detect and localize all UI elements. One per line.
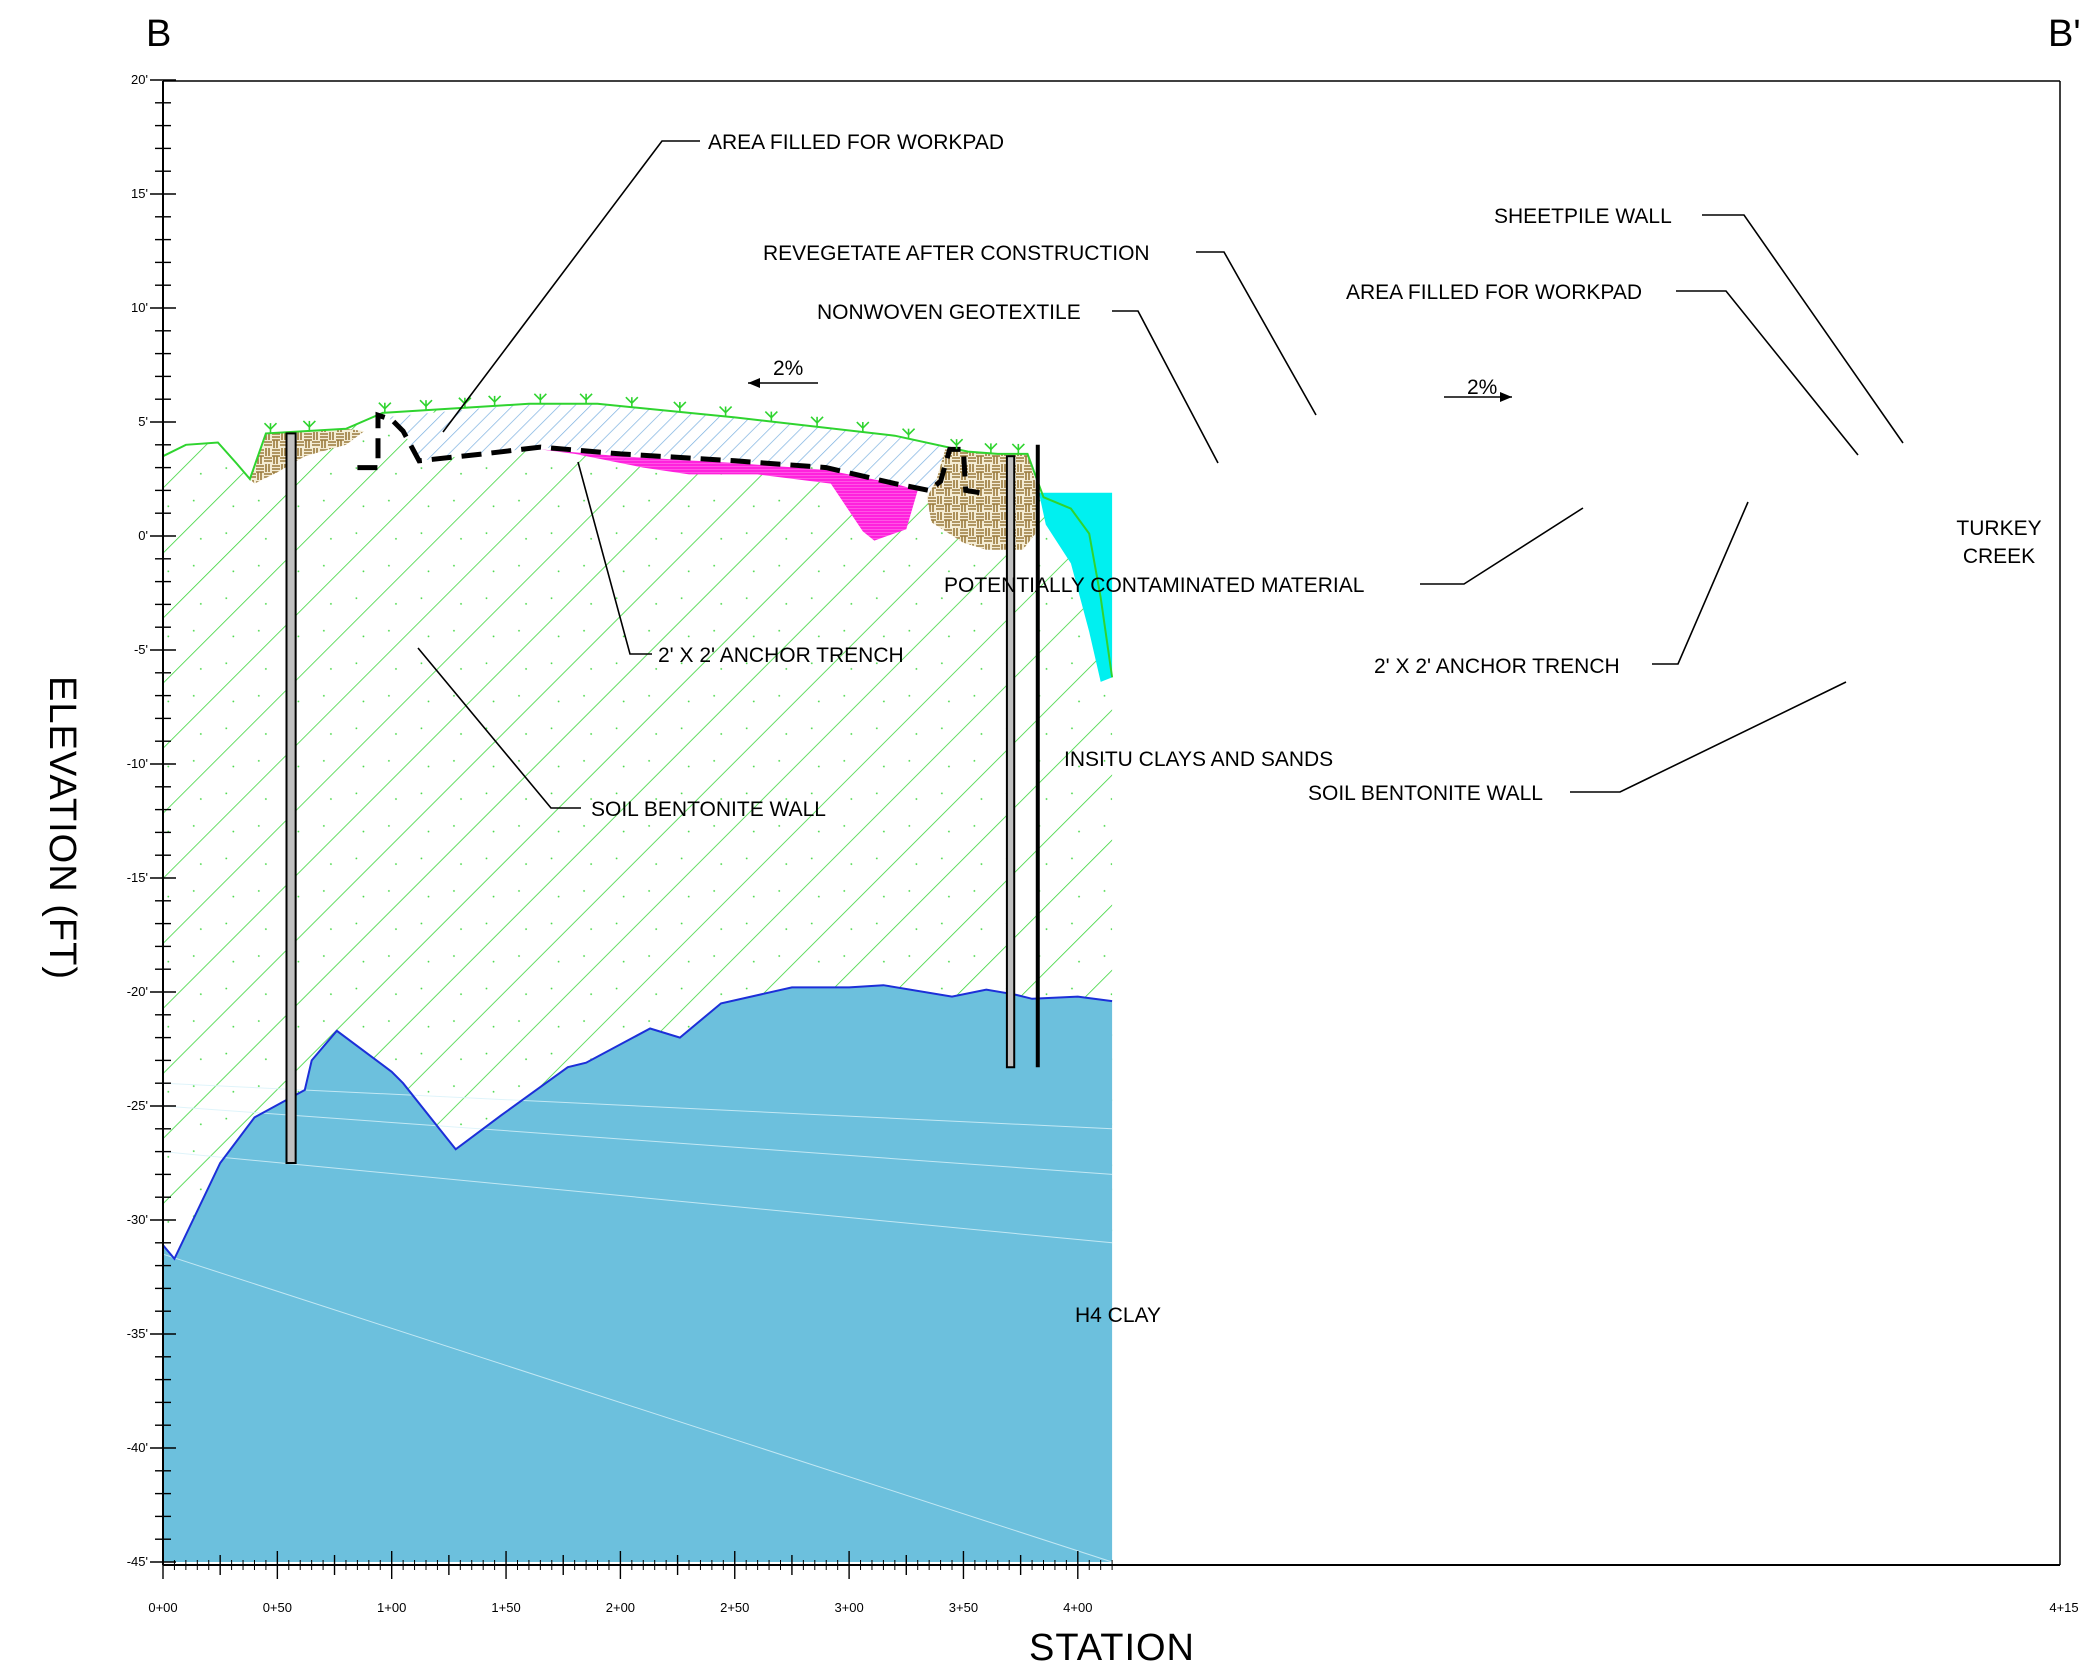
y-tick-label: 0' xyxy=(138,528,148,543)
y-tick-label: -25' xyxy=(127,1098,148,1113)
y-tick-label: 5' xyxy=(138,414,148,429)
x-tick-label: 0+50 xyxy=(263,1600,292,1615)
slope-arrow-left-head xyxy=(748,378,760,388)
callout-leaders xyxy=(417,140,1904,809)
callout-revegetate: REVEGETATE AFTER CONSTRUCTION xyxy=(763,242,1150,265)
leader-anchor-left xyxy=(577,461,652,655)
x-axis-ticks: 0+00 0+50 1+00 1+50 2+00 2+50 3+00 3+50 4+00 4+15 xyxy=(148,1551,2079,1615)
soil-bentonite-wall-left xyxy=(285,432,297,1164)
contaminated-material-zone xyxy=(540,449,918,541)
leader-sbw-left xyxy=(417,647,581,809)
label-turkey: TURKEY xyxy=(1956,517,2041,540)
vegetation-icon xyxy=(950,438,964,450)
soil-bentonite-wall-right xyxy=(1005,455,1016,1069)
walls xyxy=(285,432,1040,1164)
section-label-b: B xyxy=(146,13,171,55)
x-tick-label: 3+50 xyxy=(949,1600,978,1615)
x-tick-label: 1+00 xyxy=(377,1600,406,1615)
callout-geotextile: NONWOVEN GEOTEXTILE xyxy=(817,301,1081,324)
vegetation-icon xyxy=(719,405,733,417)
nonwoven-geotextile-line xyxy=(357,411,980,496)
y-tick-label: -40' xyxy=(127,1440,148,1455)
y-tick-label: -15' xyxy=(127,870,148,885)
y-tick-label: -20' xyxy=(127,984,148,999)
slope-label-left: 2% xyxy=(773,357,803,380)
turkey-creek-water xyxy=(1038,492,1113,682)
vegetation-icon xyxy=(856,421,870,433)
leader-workpad-left xyxy=(442,140,700,433)
section-label-b-prime: B' xyxy=(2048,13,2081,55)
leader-contaminated xyxy=(1420,507,1584,585)
vegetation-icon xyxy=(984,442,998,454)
x-tick-label: 2+50 xyxy=(720,1600,749,1615)
ground-surface-line xyxy=(162,402,1114,678)
h4-clay-top-line xyxy=(162,984,1113,1261)
label-creek: CREEK xyxy=(1963,545,2035,568)
y-tick-label: 15' xyxy=(131,186,148,201)
leader-workpad-right xyxy=(1676,290,1859,456)
label-insitu: INSITU CLAYS AND SANDS xyxy=(1064,748,1333,771)
clay-streak xyxy=(162,1151,1113,1244)
y-tick-label: 10' xyxy=(131,300,148,315)
clay-streak xyxy=(162,1082,1113,1130)
y-tick-label: -35' xyxy=(127,1326,148,1341)
x-tick-label: 2+00 xyxy=(606,1600,635,1615)
vegetation-icon xyxy=(263,422,278,434)
y-axis-title: ELEVATION (FT) xyxy=(41,676,83,980)
leader-sbw-right xyxy=(1570,681,1847,793)
vegetation-icon xyxy=(625,396,639,408)
callout-sbw-left: SOIL BENTONITE WALL xyxy=(591,798,826,821)
vegetation-icon xyxy=(673,401,687,412)
vegetation-icon xyxy=(1011,443,1025,454)
leader-anchor-right xyxy=(1652,501,1749,665)
vegetation-icon xyxy=(901,428,916,439)
callout-workpad-right: AREA FILLED FOR WORKPAD xyxy=(1346,281,1642,304)
leader-geotextile xyxy=(1112,310,1219,464)
cover-soil-cap xyxy=(382,403,953,491)
callout-anchor-right: 2' X 2' ANCHOR TRENCH xyxy=(1374,655,1620,678)
x-tick-label: 1+50 xyxy=(491,1600,520,1615)
x-tick-label: 0+00 xyxy=(148,1600,177,1615)
callout-workpad-left: AREA FILLED FOR WORKPAD xyxy=(708,131,1004,154)
y-tick-label: -45' xyxy=(127,1554,148,1569)
drawing-frame xyxy=(162,80,2061,1566)
soil-layers xyxy=(162,393,1114,1563)
callout-contaminated: POTENTIALLY CONTAMINATED MATERIAL xyxy=(944,574,1364,597)
y-tick-label: -5' xyxy=(134,642,148,657)
leader-sheetpile xyxy=(1702,214,1904,444)
vegetation-icon xyxy=(579,393,593,404)
vegetation-icon xyxy=(488,395,502,406)
slope-arrow-right-head xyxy=(1500,392,1512,402)
x-tick-label: 4+00 xyxy=(1063,1600,1092,1615)
clay-streak xyxy=(162,1105,1113,1175)
label-h4-clay: H4 CLAY xyxy=(1075,1304,1161,1327)
callout-sbw-right: SOIL BENTONITE WALL xyxy=(1308,782,1543,805)
vegetation-icon xyxy=(378,402,392,413)
vegetation-icon xyxy=(764,411,778,422)
vegetation-icon xyxy=(419,399,433,411)
y-axis-ticks: 20' 15' 10' 5' 0' -5' -10' -15' -20' -25' -30' -35'… xyxy=(127,72,176,1569)
y-tick-label: 20' xyxy=(131,72,148,87)
leader-revegetate xyxy=(1196,251,1317,416)
clay-texture-streaks xyxy=(162,1082,1113,1563)
callout-sheetpile: SHEETPILE WALL xyxy=(1494,205,1672,228)
slope-label-right: 2% xyxy=(1467,376,1497,399)
x-axis-title: STATION xyxy=(1029,1627,1195,1669)
h4-clay-layer xyxy=(163,985,1113,1562)
y-tick-label: -30' xyxy=(127,1212,148,1227)
y-tick-label: -10' xyxy=(127,756,148,771)
vegetation-icon xyxy=(533,393,547,404)
vegetation-icon xyxy=(810,416,824,427)
workpad-fill-left xyxy=(249,428,365,484)
vegetation-icon xyxy=(302,420,316,431)
callout-anchor-left: 2' X 2' ANCHOR TRENCH xyxy=(658,644,904,667)
x-tick-label: 4+15 xyxy=(2049,1600,2078,1615)
clay-streak xyxy=(162,1253,1113,1563)
x-tick-label: 3+00 xyxy=(834,1600,863,1615)
